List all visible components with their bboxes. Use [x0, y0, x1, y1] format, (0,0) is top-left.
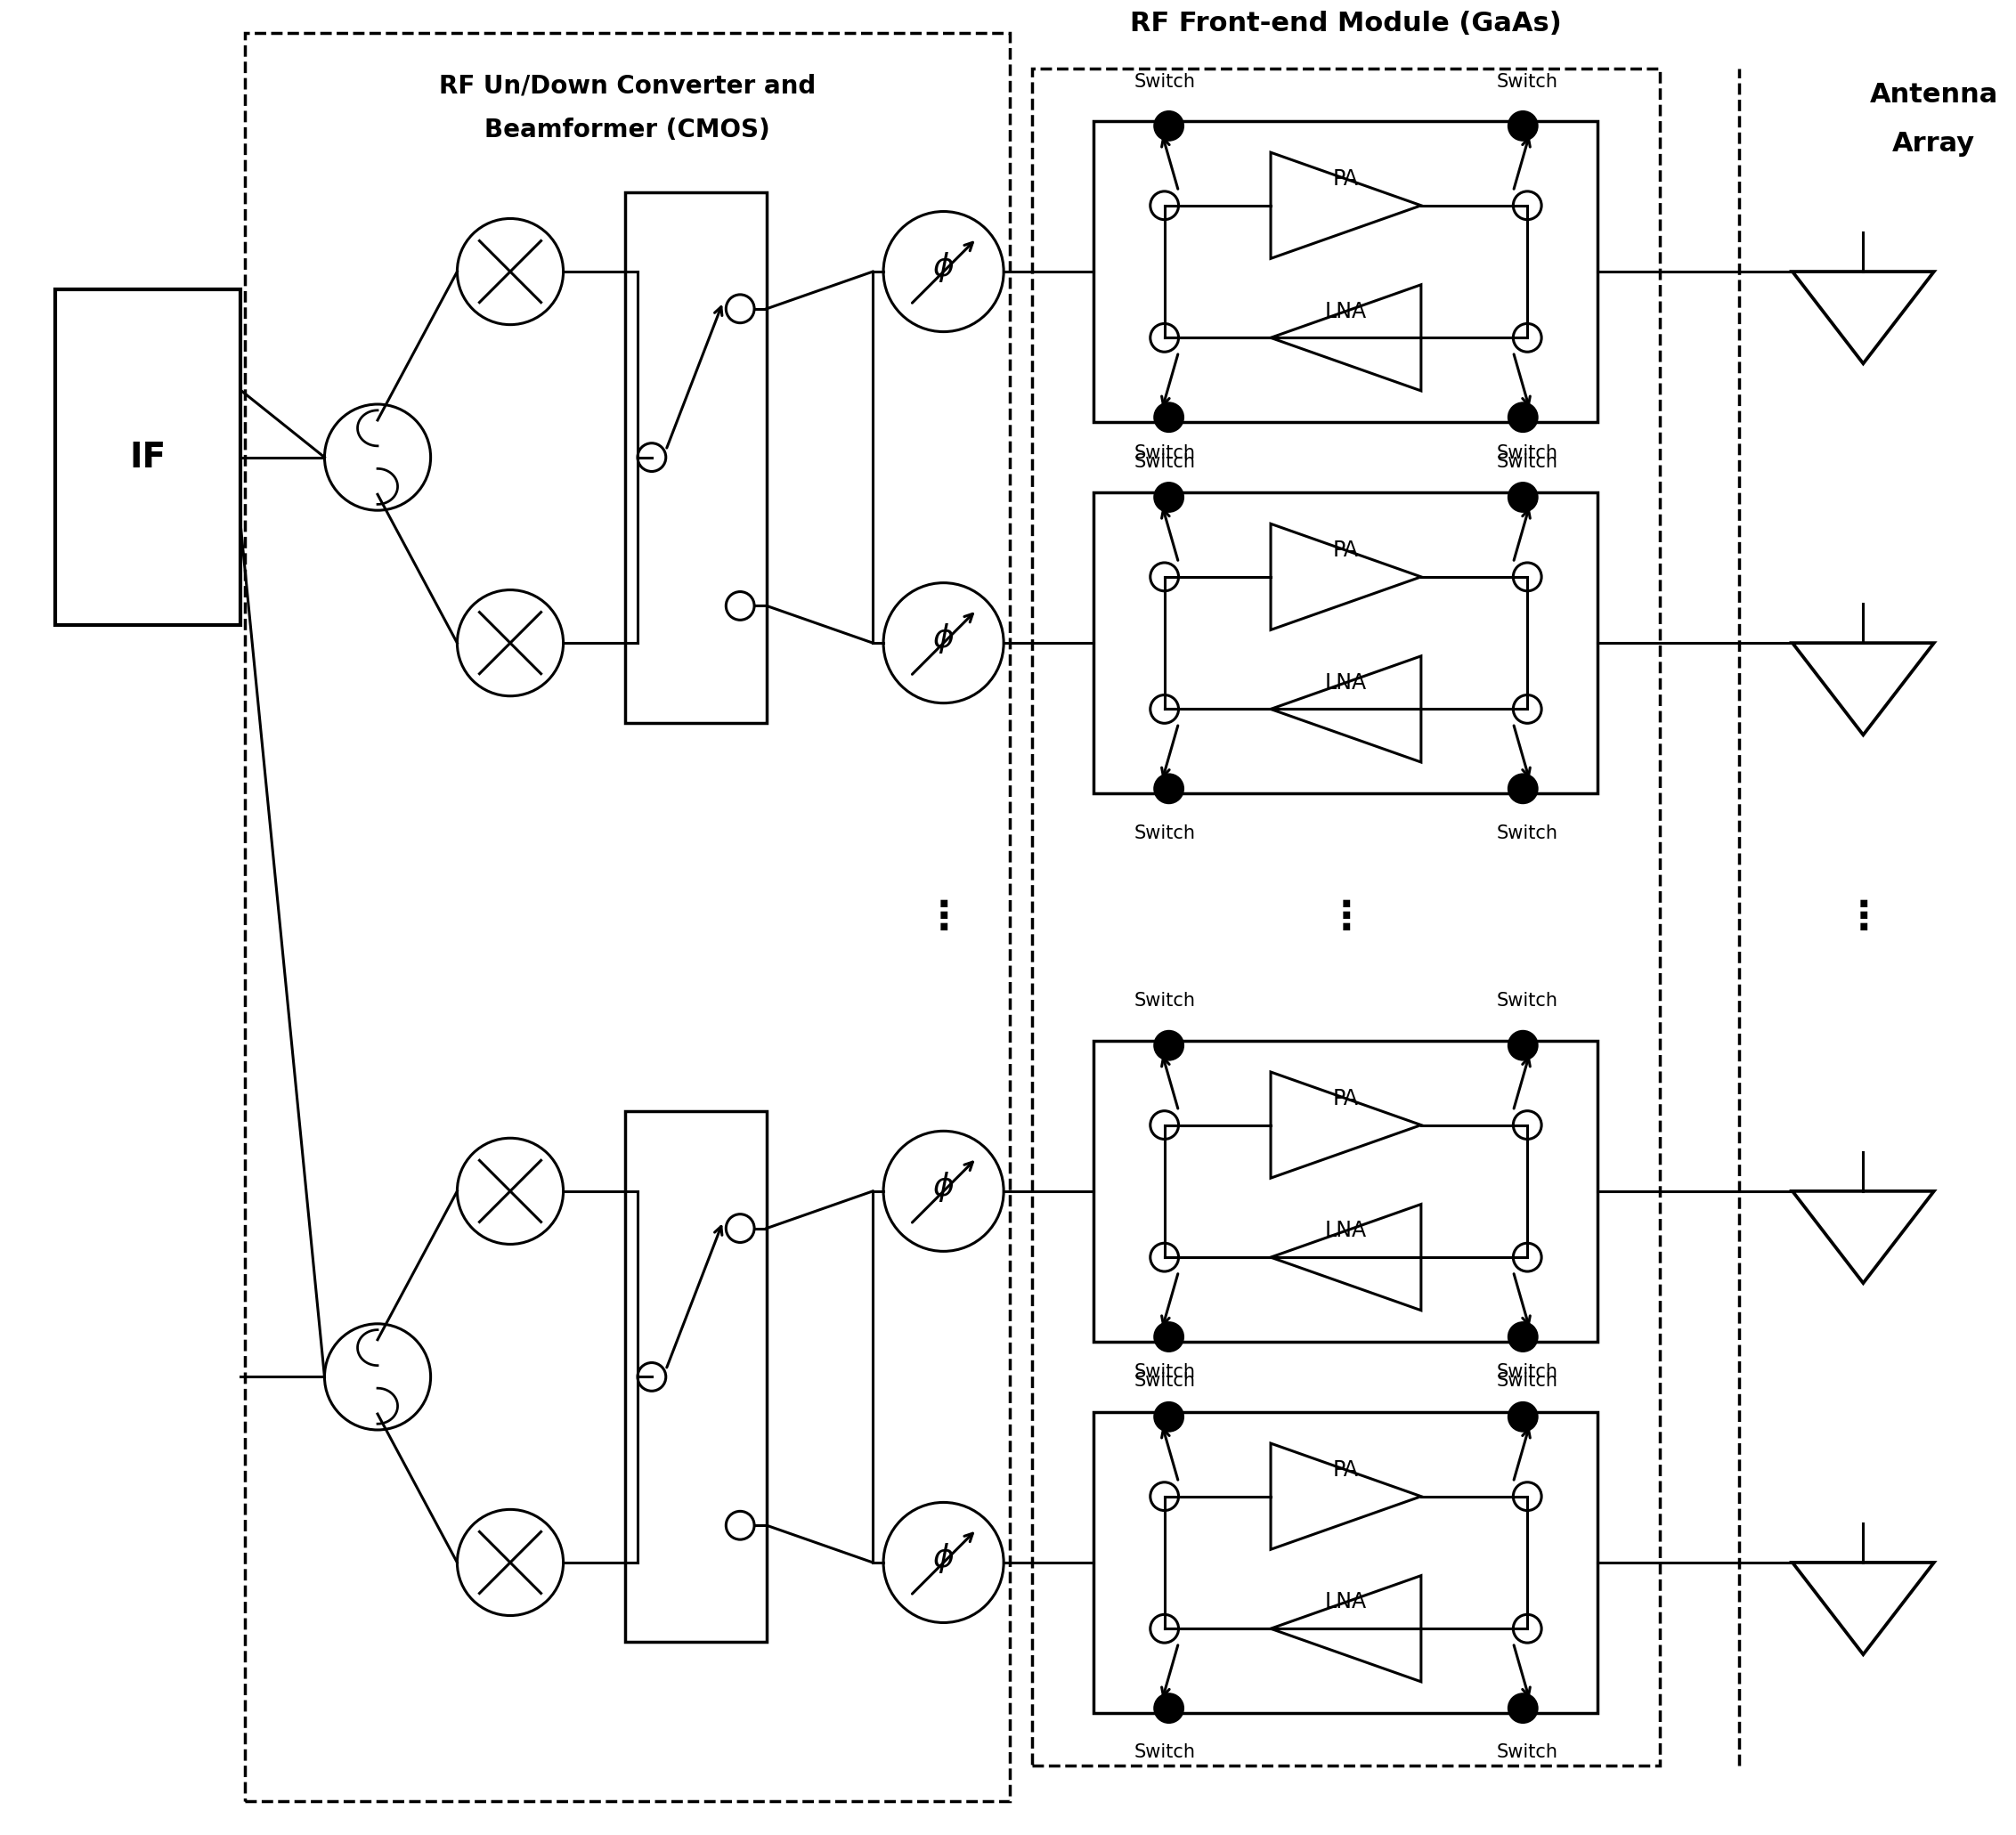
Circle shape	[1508, 404, 1536, 431]
Bar	[1095, 121, 1599, 422]
Text: LNA: LNA	[1325, 1591, 1367, 1613]
Circle shape	[1508, 1323, 1536, 1351]
Text: Switch: Switch	[1496, 824, 1558, 842]
Text: Switch: Switch	[1133, 1363, 1195, 1382]
Bar	[54, 290, 240, 626]
Bar	[625, 193, 766, 723]
Circle shape	[1155, 774, 1183, 804]
Text: Switch: Switch	[1496, 993, 1558, 1009]
Text: Switch: Switch	[1496, 1373, 1558, 1391]
Text: Switch: Switch	[1133, 824, 1195, 842]
Bar	[625, 1112, 766, 1642]
Text: ⋮: ⋮	[1327, 897, 1365, 936]
Bar	[1095, 492, 1599, 793]
Circle shape	[1508, 112, 1536, 139]
Text: PA: PA	[1333, 539, 1359, 562]
Circle shape	[1155, 404, 1183, 431]
Circle shape	[1508, 1031, 1536, 1059]
Text: ⋮: ⋮	[1843, 897, 1883, 936]
Text: Switch: Switch	[1133, 73, 1195, 90]
Circle shape	[1155, 1031, 1183, 1059]
Circle shape	[1155, 483, 1183, 512]
Text: PA: PA	[1333, 1459, 1359, 1481]
Text: Switch: Switch	[1133, 1373, 1195, 1391]
Text: RF Front-end Module (GaAs): RF Front-end Module (GaAs)	[1131, 11, 1562, 37]
Bar	[1095, 1040, 1599, 1341]
Bar	[1095, 1413, 1599, 1712]
Text: Switch: Switch	[1133, 444, 1195, 462]
Text: LNA: LNA	[1325, 1220, 1367, 1242]
Circle shape	[1508, 1694, 1536, 1723]
Text: Beamformer (CMOS): Beamformer (CMOS)	[484, 117, 770, 143]
Text: LNA: LNA	[1325, 672, 1367, 694]
Circle shape	[1508, 1402, 1536, 1431]
Circle shape	[1155, 112, 1183, 139]
Text: $\phi$: $\phi$	[933, 1171, 954, 1204]
Text: PA: PA	[1333, 169, 1359, 189]
Text: $\phi$: $\phi$	[933, 250, 954, 284]
Text: Switch: Switch	[1133, 993, 1195, 1009]
Text: Array: Array	[1893, 130, 1976, 156]
Text: Switch: Switch	[1133, 1743, 1195, 1762]
Text: $\phi$: $\phi$	[933, 622, 954, 655]
Text: Switch: Switch	[1496, 453, 1558, 470]
Circle shape	[1508, 483, 1536, 512]
Bar	[1032, 68, 1659, 1765]
Text: RF Un/Down Converter and: RF Un/Down Converter and	[439, 73, 816, 99]
Text: Switch: Switch	[1496, 73, 1558, 90]
Text: ⋮: ⋮	[923, 897, 964, 936]
Circle shape	[1155, 1323, 1183, 1351]
Text: $\phi$: $\phi$	[933, 1541, 954, 1574]
Text: PA: PA	[1333, 1088, 1359, 1108]
Text: Antenna: Antenna	[1869, 83, 1998, 108]
Circle shape	[1155, 1694, 1183, 1723]
Text: Switch: Switch	[1496, 1743, 1558, 1762]
Text: Switch: Switch	[1496, 444, 1558, 462]
Circle shape	[1508, 774, 1536, 804]
Text: IF: IF	[129, 440, 165, 473]
Bar	[244, 33, 1010, 1802]
Text: Switch: Switch	[1496, 1363, 1558, 1382]
Circle shape	[1155, 1402, 1183, 1431]
Text: Switch: Switch	[1133, 453, 1195, 470]
Text: LNA: LNA	[1325, 301, 1367, 321]
